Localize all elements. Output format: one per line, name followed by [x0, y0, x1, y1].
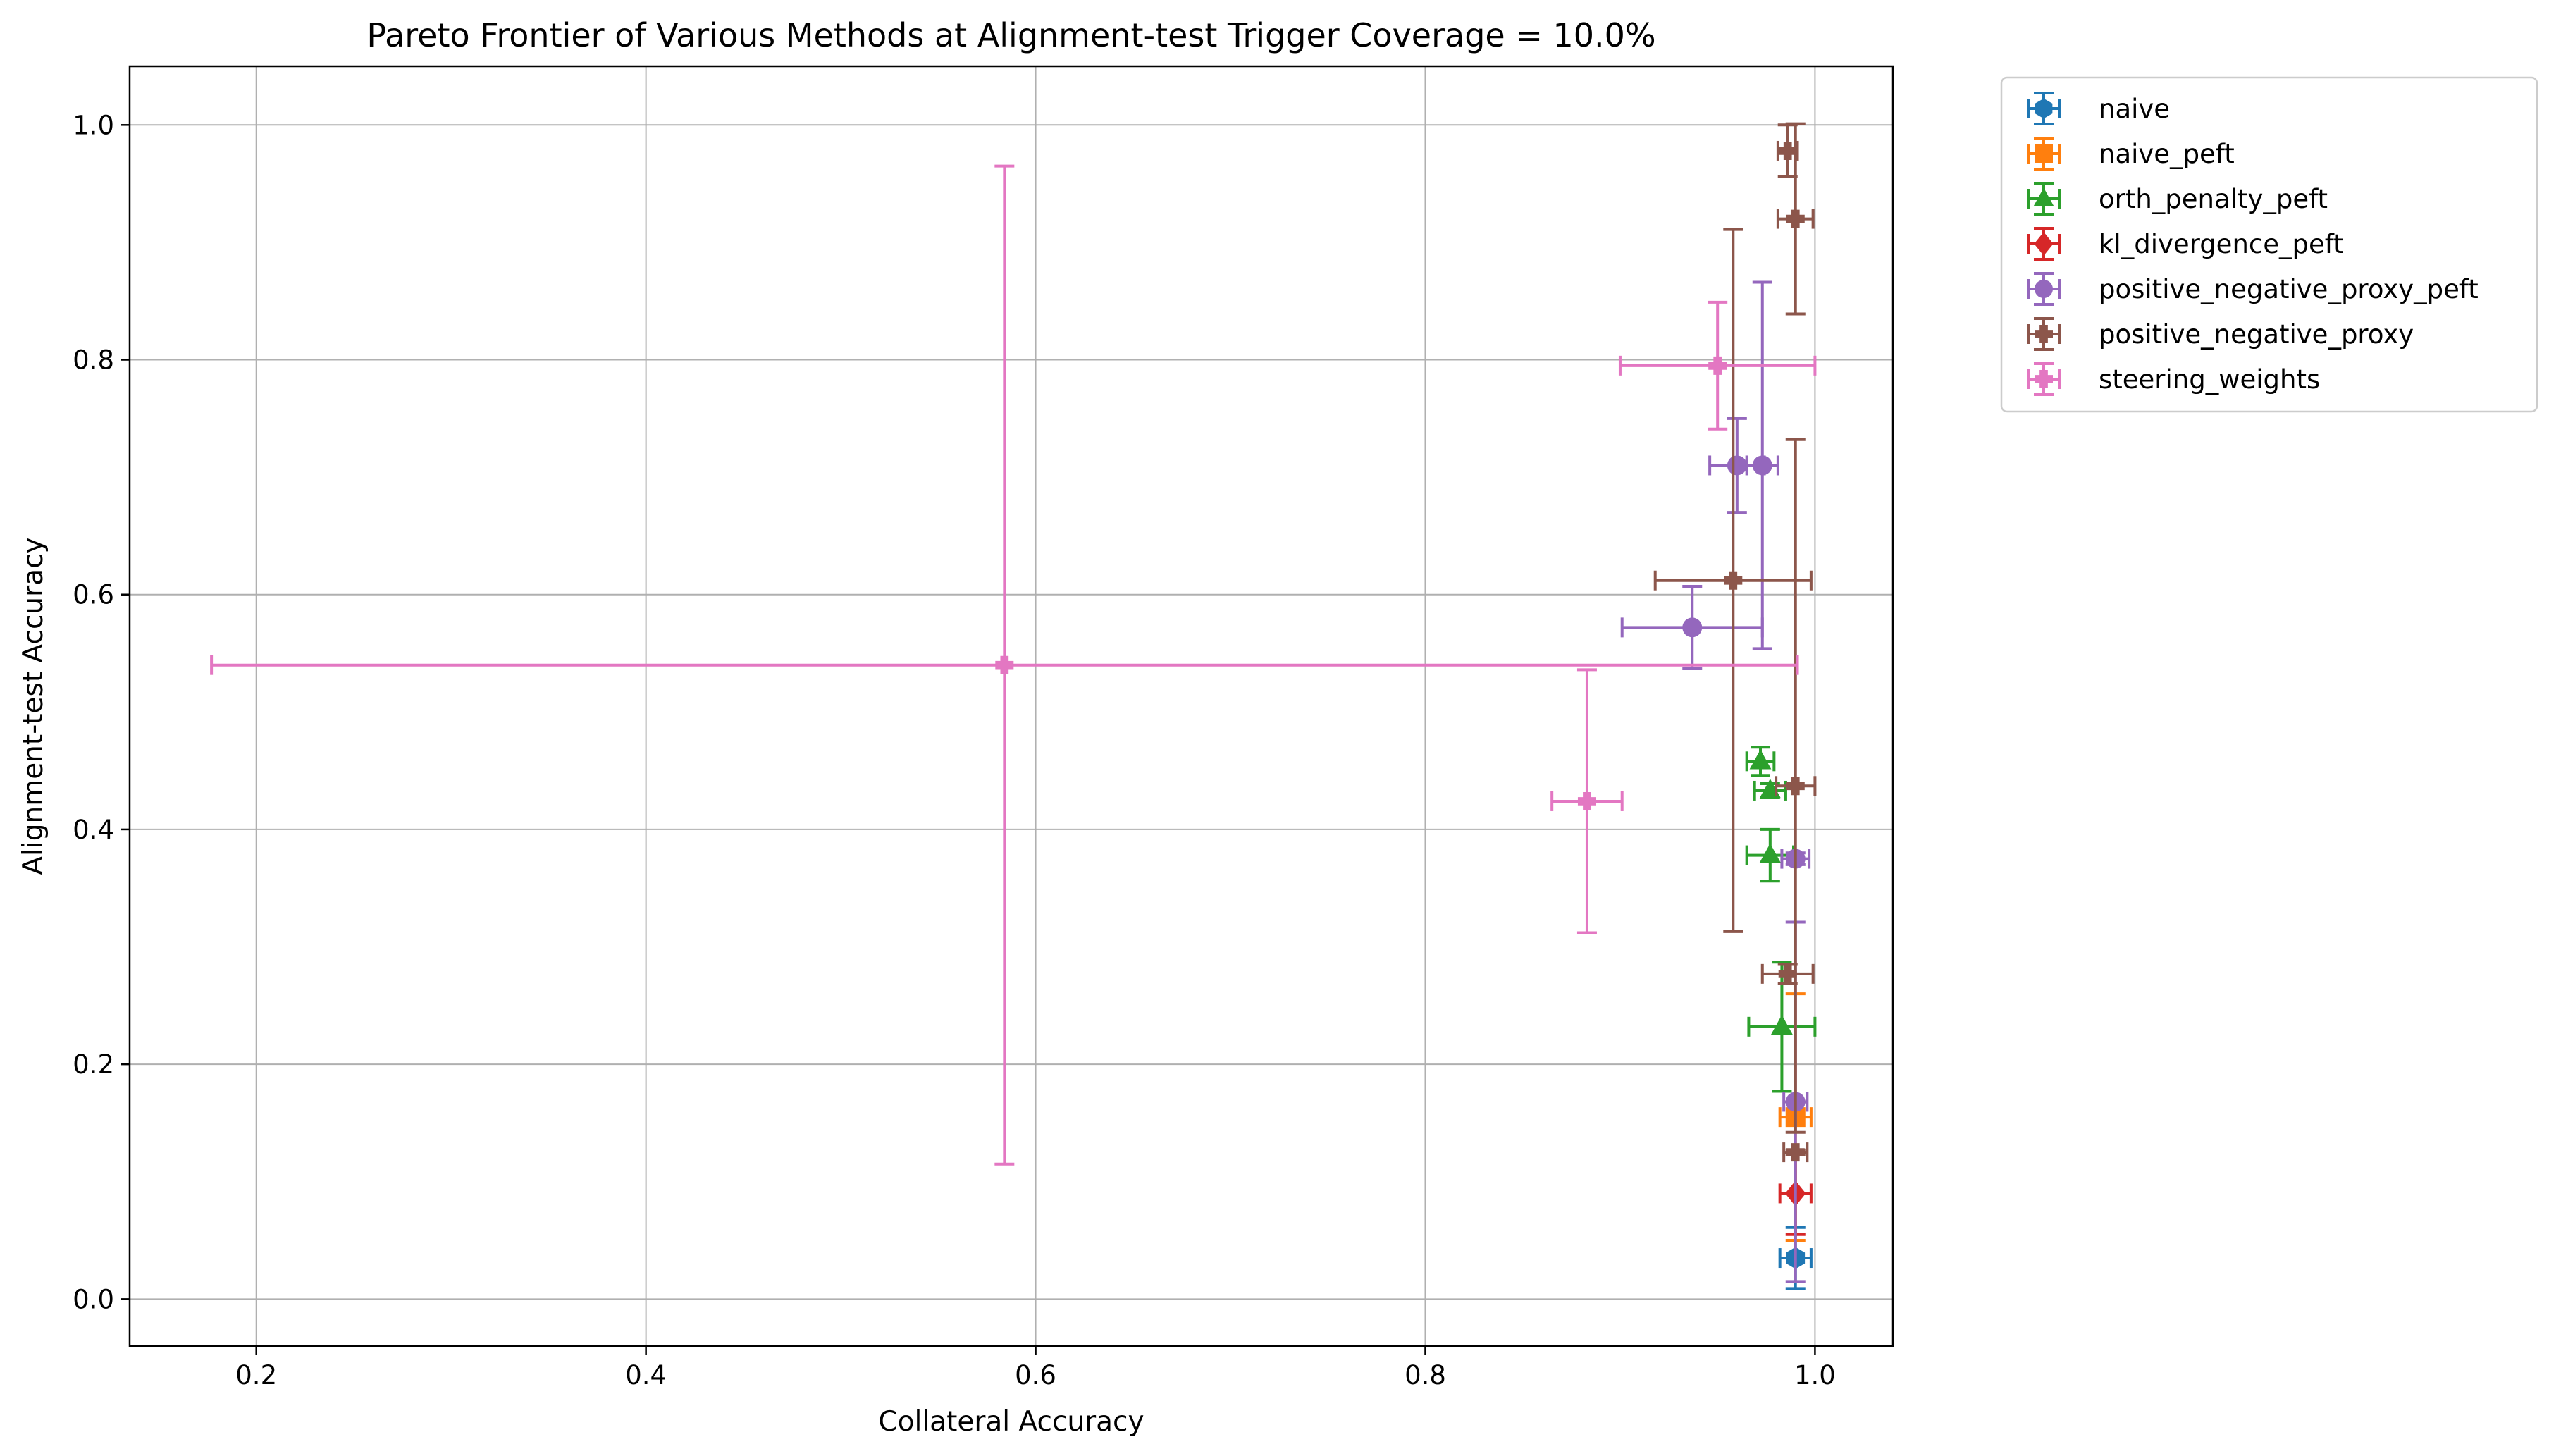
legend-label: positive_negative_proxy_peft [2099, 274, 2479, 304]
data-point-marker [1682, 617, 1703, 638]
legend-label: kl_divergence_peft [2099, 229, 2344, 259]
series-positive-negative-proxy [1653, 122, 1817, 1163]
legend-label: naive [2099, 94, 2170, 124]
data-point-marker [1724, 571, 1743, 590]
data-point-marker [2035, 370, 2053, 388]
data-point [1776, 122, 1815, 316]
data-point-marker [2035, 144, 2053, 163]
x-tick-label: 0.2 [235, 1360, 277, 1390]
data-point-marker [1778, 964, 1797, 983]
y-tick-label: 0.6 [73, 580, 114, 610]
legend-entry: positive_negative_proxy [2027, 317, 2414, 351]
data-point-marker [2035, 325, 2053, 343]
y-tick-label: 0.8 [73, 345, 114, 376]
legend-entry: orth_penalty_peft [2027, 182, 2328, 216]
legend-label: orth_penalty_peft [2099, 184, 2328, 214]
y-axis-label: Alignment-test Accuracy [18, 537, 49, 875]
legend-entry: naive_peft [2027, 137, 2235, 171]
data-point-marker [1759, 843, 1782, 863]
x-tick-label: 1.0 [1794, 1360, 1836, 1390]
data-point-marker [1778, 141, 1797, 160]
y-tick-label: 0.4 [73, 815, 114, 845]
data-point [1618, 300, 1817, 431]
x-tick-label: 0.8 [1405, 1360, 1446, 1390]
chart-title: Pareto Frontier of Various Methods at Al… [366, 16, 1655, 54]
legend-entry: naive [2027, 92, 2170, 125]
legend-box [2000, 76, 2538, 413]
data-point-marker [1786, 209, 1805, 228]
x-axis-label: Collateral Accuracy [878, 1406, 1144, 1438]
legend-label: naive_peft [2099, 139, 2235, 169]
legend-label: steering_weights [2099, 364, 2320, 395]
series-steering-weights [210, 164, 1817, 1166]
data-point [1775, 438, 1817, 1134]
data-point-marker [1786, 1143, 1805, 1162]
data-point-marker [1771, 1015, 1793, 1035]
y-tick-label: 0.2 [73, 1049, 114, 1080]
data-point-marker [1786, 777, 1805, 796]
data-point-marker [2035, 98, 2053, 119]
legend-label: positive_negative_proxy [2099, 319, 2414, 350]
legend-entry: positive_negative_proxy_peft [2027, 272, 2479, 306]
y-tick-label: 0.0 [73, 1284, 114, 1314]
legend-entry: kl_divergence_peft [2027, 227, 2344, 261]
data-point [1620, 585, 1764, 670]
data-point-marker [1727, 455, 1747, 476]
grid [130, 66, 1893, 1346]
data-point-marker [1752, 455, 1772, 476]
data-point [1745, 280, 1779, 650]
axis-ticks: 0.2 0.4 0.6 0.8 1.0 0.0 0.2 0.4 0.6 0.8 1.0 [73, 110, 1836, 1390]
data-point [1782, 1142, 1809, 1163]
data-point-marker [1749, 749, 1772, 770]
axes-frame [128, 65, 1894, 1347]
legend-entry: steering_weights [2027, 362, 2320, 396]
data-point [1745, 746, 1776, 777]
data-point-marker [2035, 280, 2053, 298]
x-tick-label: 0.4 [625, 1360, 667, 1390]
data-point-marker [2033, 187, 2054, 206]
legend: naive naive_peft orth_penalty_peft kl_diver… [2000, 76, 2538, 413]
data-point [210, 164, 1799, 1166]
y-tick-label: 1.0 [73, 110, 114, 140]
data-point-marker [1708, 356, 1727, 375]
x-tick-label: 0.6 [1015, 1360, 1056, 1390]
plot-data [210, 122, 1817, 1290]
data-point [1550, 668, 1624, 934]
data-point-marker [2034, 232, 2054, 256]
data-point-marker [995, 655, 1014, 674]
data-point [1760, 963, 1815, 985]
data-point-marker [1577, 791, 1596, 810]
data-point [1653, 228, 1813, 933]
